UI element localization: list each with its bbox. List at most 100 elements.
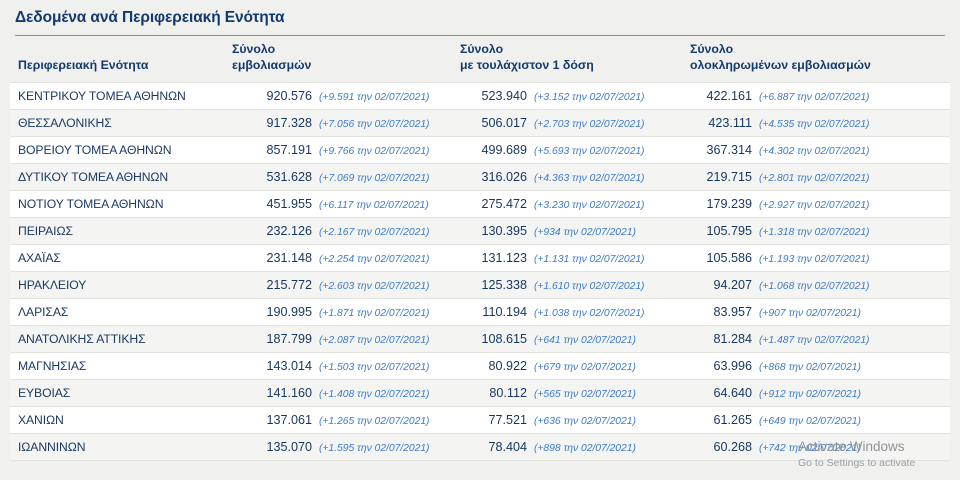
cell-at-least-one-dose-value: 80.922 [488, 359, 527, 373]
value-group: 499.689 (+5.693 την 02/07/2021) [460, 143, 690, 157]
table-row[interactable]: ΑΝΑΤΟΛΙΚΗΣ ΑΤΤΙΚΗΣ 187.799 (+2.087 την 02/… [10, 325, 950, 353]
value-group: 137.061 (+1.265 την 02/07/2021) [232, 413, 460, 427]
cell-one-dose-delta: (+2.703 την 02/07/2021) [534, 119, 645, 130]
cell-total-vaccinations: 137.061 (+1.265 την 02/07/2021) [232, 406, 460, 434]
cell-region-name: ΛΑΡΙΣΑΣ [10, 298, 232, 326]
table-row[interactable]: ΠΕΙΡΑΙΩΣ 232.126 (+2.167 την 02/07/2021) 13… [10, 217, 950, 245]
cell-at-least-one-dose: 275.472 (+3.230 την 02/07/2021) [460, 190, 690, 218]
title-divider [15, 35, 945, 36]
value-group: 77.521 (+636 την 02/07/2021) [460, 413, 690, 427]
cell-total-delta: (+1.595 την 02/07/2021) [319, 443, 430, 454]
value-group: 917.328 (+7.056 την 02/07/2021) [232, 116, 460, 130]
table-row[interactable]: ΝΟΤΙΟΥ ΤΟΜΕΑ ΑΘΗΝΩΝ 451.955 (+6.117 την 02… [10, 190, 950, 218]
table-row[interactable]: ΛΑΡΙΣΑΣ 190.995 (+1.871 την 02/07/2021) 110… [10, 298, 950, 326]
cell-one-dose-delta: (+679 την 02/07/2021) [534, 362, 636, 373]
table-row[interactable]: ΚΕΝΤΡΙΚΟΥ ΤΟΜΕΑ ΑΘΗΝΩΝ 920.576 (+9.591 την… [10, 82, 950, 110]
cell-one-dose-delta: (+3.152 την 02/07/2021) [534, 92, 645, 103]
cell-one-dose-delta: (+934 την 02/07/2021) [534, 227, 636, 238]
cell-completed-vaccinations-value: 61.265 [713, 413, 752, 427]
value-group: 63.996 (+868 την 02/07/2021) [690, 359, 950, 373]
cell-one-dose-delta: (+4.363 την 02/07/2021) [534, 173, 645, 184]
table-row[interactable]: ΙΩΑΝΝΙΝΩΝ 135.070 (+1.595 την 02/07/2021) 7… [10, 433, 950, 461]
value-group: 135.070 (+1.595 την 02/07/2021) [232, 440, 460, 454]
cell-one-dose-delta: (+1.131 την 02/07/2021) [534, 254, 645, 265]
table-row[interactable]: ΘΕΣΣΑΛΟΝΙΚΗΣ 917.328 (+7.056 την 02/07/202… [10, 109, 950, 137]
panel-header: Δεδομένα ανά Περιφερειακή Ενότητα [15, 8, 945, 36]
value-group: 131.123 (+1.131 την 02/07/2021) [460, 251, 690, 265]
cell-completed-vaccinations-value: 94.207 [713, 278, 752, 292]
table-header-row: Περιφερειακή Ενότητα Σύνολο εμβολιασμών … [10, 42, 950, 83]
cell-total-vaccinations: 231.148 (+2.254 την 02/07/2021) [232, 244, 460, 272]
column-header-at-least-one-dose[interactable]: Σύνολο με τουλάχιστον 1 δόση [460, 42, 690, 83]
cell-region-name: ΚΕΝΤΡΙΚΟΥ ΤΟΜΕΑ ΑΘΗΝΩΝ [10, 82, 232, 110]
cell-total-vaccinations-value: 187.799 [266, 332, 312, 346]
table-row[interactable]: ΑΧΑΪΑΣ 231.148 (+2.254 την 02/07/2021) 131.… [10, 244, 950, 272]
cell-at-least-one-dose: 77.521 (+636 την 02/07/2021) [460, 406, 690, 434]
value-group: 80.922 (+679 την 02/07/2021) [460, 359, 690, 373]
cell-at-least-one-dose: 125.338 (+1.610 την 02/07/2021) [460, 271, 690, 299]
cell-completed-delta: (+742 την 02/07/2021) [759, 443, 861, 454]
cell-total-vaccinations: 920.576 (+9.591 την 02/07/2021) [232, 82, 460, 110]
column-header-region[interactable]: Περιφερειακή Ενότητα [10, 42, 232, 83]
cell-total-delta: (+7.069 την 02/07/2021) [319, 173, 430, 184]
table-row[interactable]: ΒΟΡΕΙΟΥ ΤΟΜΕΑ ΑΘΗΝΩΝ 857.191 (+9.766 την 0… [10, 136, 950, 164]
cell-at-least-one-dose: 78.404 (+898 την 02/07/2021) [460, 433, 690, 461]
value-group: 94.207 (+1.068 την 02/07/2021) [690, 278, 950, 292]
cell-total-vaccinations: 232.126 (+2.167 την 02/07/2021) [232, 217, 460, 245]
cell-total-delta: (+2.603 την 02/07/2021) [319, 281, 430, 292]
cell-at-least-one-dose-value: 131.123 [481, 251, 527, 265]
cell-total-delta: (+9.591 την 02/07/2021) [319, 92, 430, 103]
column-header-total-vaccinations[interactable]: Σύνολο εμβολιασμών [232, 42, 460, 83]
cell-at-least-one-dose-value: 78.404 [488, 440, 527, 454]
column-header-total-line2: εμβολιασμών [232, 57, 312, 72]
cell-total-delta: (+2.254 την 02/07/2021) [319, 254, 430, 265]
table-row[interactable]: ΗΡΑΚΛΕΙΟΥ 215.772 (+2.603 την 02/07/2021) 1… [10, 271, 950, 299]
value-group: 219.715 (+2.801 την 02/07/2021) [690, 170, 950, 184]
value-group: 423.111 (+4.535 την 02/07/2021) [690, 116, 950, 130]
value-group: 105.795 (+1.318 την 02/07/2021) [690, 224, 950, 238]
cell-completed-vaccinations: 63.996 (+868 την 02/07/2021) [690, 352, 950, 380]
value-group: 143.014 (+1.503 την 02/07/2021) [232, 359, 460, 373]
value-group: 367.314 (+4.302 την 02/07/2021) [690, 143, 950, 157]
value-group: 187.799 (+2.087 την 02/07/2021) [232, 332, 460, 346]
column-header-completed-line1: Σύνολο [690, 42, 734, 56]
cell-completed-vaccinations: 219.715 (+2.801 την 02/07/2021) [690, 163, 950, 191]
cell-region-name: ΙΩΑΝΝΙΝΩΝ [10, 433, 232, 461]
table-row[interactable]: ΔΥΤΙΚΟΥ ΤΟΜΕΑ ΑΘΗΝΩΝ 531.628 (+7.069 την 0… [10, 163, 950, 191]
value-group: 179.239 (+2.927 την 02/07/2021) [690, 197, 950, 211]
cell-region-name: ΔΥΤΙΚΟΥ ΤΟΜΕΑ ΑΘΗΝΩΝ [10, 163, 232, 191]
cell-at-least-one-dose: 316.026 (+4.363 την 02/07/2021) [460, 163, 690, 191]
value-group: 316.026 (+4.363 την 02/07/2021) [460, 170, 690, 184]
cell-completed-vaccinations-value: 63.996 [713, 359, 752, 373]
value-group: 506.017 (+2.703 την 02/07/2021) [460, 116, 690, 130]
column-header-completed-vaccinations[interactable]: Σύνολο ολοκληρωμένων εμβολιασμών [690, 42, 950, 83]
cell-total-vaccinations: 190.995 (+1.871 την 02/07/2021) [232, 298, 460, 326]
cell-total-delta: (+7.056 την 02/07/2021) [319, 119, 430, 130]
table-row[interactable]: ΜΑΓΝΗΣΙΑΣ 143.014 (+1.503 την 02/07/2021) 8… [10, 352, 950, 380]
table-row[interactable]: ΧΑΝΙΩΝ 137.061 (+1.265 την 02/07/2021) 77.5… [10, 406, 950, 434]
cell-total-vaccinations-value: 143.014 [266, 359, 312, 373]
regional-units-table: Περιφερειακή Ενότητα Σύνολο εμβολιασμών … [10, 42, 950, 461]
cell-one-dose-delta: (+898 την 02/07/2021) [534, 443, 636, 454]
table-body: ΚΕΝΤΡΙΚΟΥ ΤΟΜΕΑ ΑΘΗΝΩΝ 920.576 (+9.591 την… [10, 82, 950, 461]
value-group: 60.268 (+742 την 02/07/2021) [690, 440, 950, 454]
value-group: 523.940 (+3.152 την 02/07/2021) [460, 89, 690, 103]
cell-completed-delta: (+1.068 την 02/07/2021) [759, 281, 870, 292]
cell-region-name: ΒΟΡΕΙΟΥ ΤΟΜΕΑ ΑΘΗΝΩΝ [10, 136, 232, 164]
value-group: 451.955 (+6.117 την 02/07/2021) [232, 197, 460, 211]
table-row[interactable]: ΕΥΒΟΙΑΣ 141.160 (+1.408 την 02/07/2021) 80.… [10, 379, 950, 407]
cell-completed-vaccinations-value: 64.640 [713, 386, 752, 400]
cell-total-delta: (+1.408 την 02/07/2021) [319, 389, 430, 400]
cell-completed-vaccinations-value: 422.161 [706, 89, 752, 103]
cell-region-name: ΠΕΙΡΑΙΩΣ [10, 217, 232, 245]
value-group: 83.957 (+907 την 02/07/2021) [690, 305, 950, 319]
cell-completed-vaccinations-value: 105.795 [706, 224, 752, 238]
cell-at-least-one-dose-value: 275.472 [481, 197, 527, 211]
cell-total-vaccinations: 215.772 (+2.603 την 02/07/2021) [232, 271, 460, 299]
value-group: 215.772 (+2.603 την 02/07/2021) [232, 278, 460, 292]
cell-one-dose-delta: (+5.693 την 02/07/2021) [534, 146, 645, 157]
table-header: Περιφερειακή Ενότητα Σύνολο εμβολιασμών … [10, 42, 950, 83]
cell-completed-delta: (+1.318 την 02/07/2021) [759, 227, 870, 238]
cell-region-name: ΧΑΝΙΩΝ [10, 406, 232, 434]
